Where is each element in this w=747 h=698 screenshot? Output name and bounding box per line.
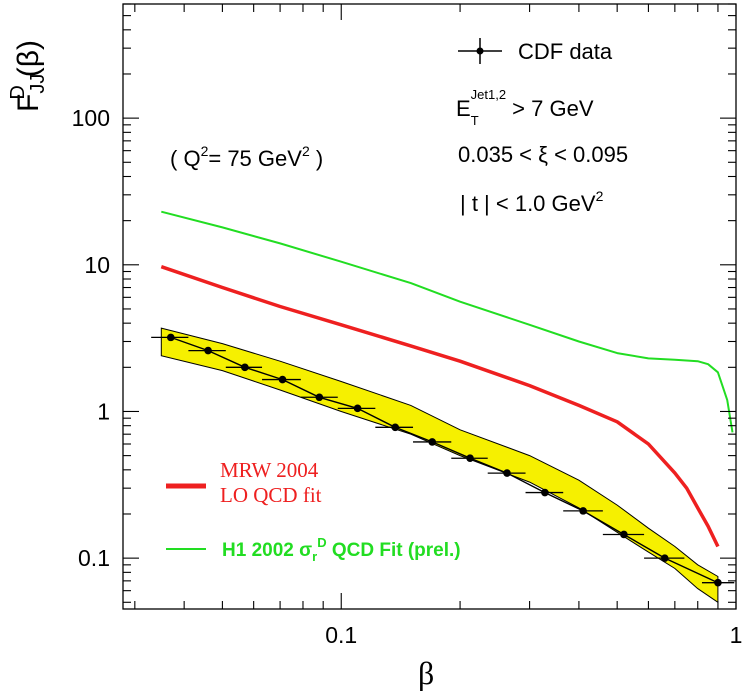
legend-mrw-line2: LO QCD fit — [220, 483, 322, 507]
y-tick-label: 100 — [72, 105, 110, 131]
t-annotation: | t | < 1.0 GeV2 — [460, 188, 604, 216]
cdf-point — [262, 375, 301, 384]
cdf-point — [188, 346, 226, 355]
legend-h1-label: H1 2002 σrD QCD Fit (prel.) — [222, 535, 461, 564]
y-tick-label: 0.1 — [78, 545, 110, 571]
y-tick-label: 10 — [84, 252, 110, 278]
cdf-point — [375, 423, 414, 432]
h1-fit-line — [161, 210, 734, 433]
legend-cdf-label: CDF data — [518, 39, 613, 64]
legend-mrw-line1: MRW 2004 — [220, 458, 319, 482]
cdf-point — [300, 393, 338, 402]
cdf-point — [563, 507, 603, 515]
cdf-point — [487, 469, 526, 477]
et-annotation: ETJet1,2 > 7 GeV — [456, 87, 594, 128]
y-axis-label-arg: (β) — [12, 40, 45, 77]
xi-annotation: 0.035 < ξ < 0.095 — [458, 142, 628, 167]
y-tick-label: 1 — [97, 398, 110, 424]
cdf-point — [451, 454, 488, 463]
cdf-point — [644, 554, 685, 562]
legend-mrw: MRW 2004 LO QCD fit — [166, 458, 322, 507]
cdf-point — [337, 404, 376, 413]
cdf-point — [525, 488, 564, 497]
legend-h1: H1 2002 σrD QCD Fit (prel.) — [166, 535, 461, 564]
y-axis-label-sup: D — [7, 85, 29, 99]
mrw-fit-line — [160, 265, 720, 548]
y-axis-label: FJJD (β) — [7, 40, 49, 112]
plot-frame — [122, 3, 737, 610]
q2-annotation: ( Q2= 75 GeV2 ) — [170, 143, 323, 171]
x-tick-label: 0.1 — [325, 622, 357, 648]
cdf-point — [701, 578, 735, 587]
x-axis-label: β — [418, 655, 434, 691]
y-axis-label-main: F — [12, 94, 45, 112]
legend-cdf: CDF data — [458, 38, 613, 64]
y-axis-label-sub: JJ — [27, 74, 49, 94]
x-tick-label: 1 — [730, 622, 743, 648]
cdf-point — [151, 333, 189, 342]
cdf-point — [602, 530, 645, 539]
cdf-point — [225, 363, 263, 372]
cdf-point — [413, 438, 452, 446]
